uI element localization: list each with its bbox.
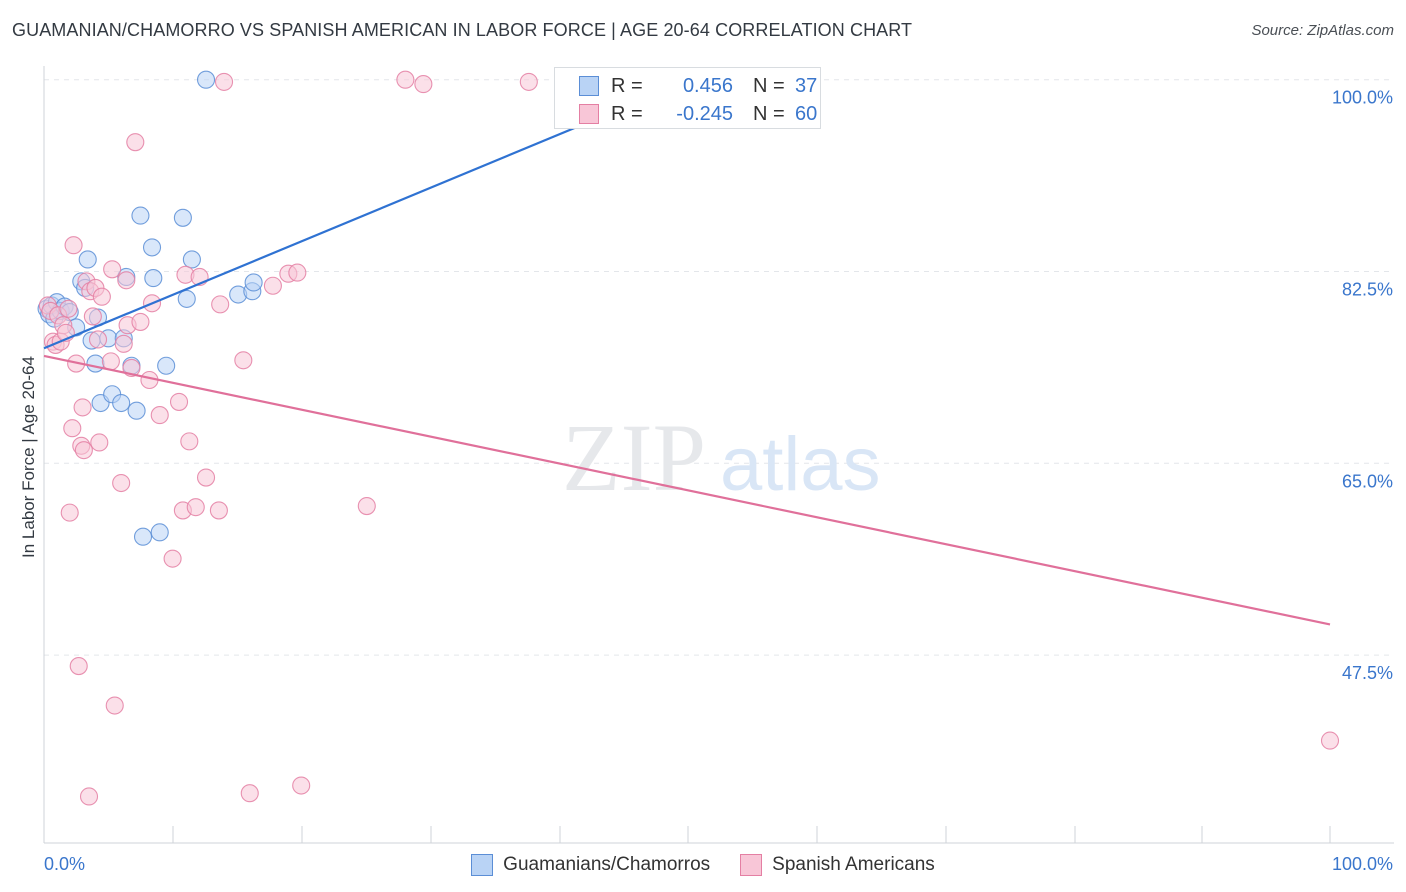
spanish-american-point (63, 419, 82, 438)
watermark-zip: ZIP (562, 404, 706, 511)
spanish-american-point (150, 406, 169, 425)
spanish-american-point (414, 75, 433, 94)
spanish-american-point (357, 496, 376, 516)
correlation-legend: R = 0.456 N = 37 R = -0.245 N = 60 (554, 67, 821, 129)
legend-swatch-blue (471, 854, 494, 876)
spanish-american-point (114, 334, 133, 353)
guamanian-point (133, 527, 153, 546)
spanish-american-point (292, 776, 311, 795)
spanish-american-point (101, 352, 120, 371)
spanish-american-point (209, 501, 228, 520)
spanish-american-point (211, 295, 230, 314)
series-legend: Guamanians/Chamorros Spanish Americans (0, 852, 1406, 878)
trend-lines (43, 78, 1331, 626)
guamanian-point (173, 208, 192, 227)
spanish-american-point (83, 307, 102, 326)
y-tick-label: 65.0% (1342, 471, 1393, 491)
legend-row-spanish: R = -0.245 N = 60 (579, 101, 817, 127)
spanish-american-point (126, 133, 145, 152)
spanish-american-point (105, 696, 124, 715)
spanish-american-point (214, 72, 234, 91)
spanish-american-point (519, 72, 538, 91)
guamanian-point (112, 393, 131, 413)
n-value: 60 (795, 102, 818, 125)
legend-swatch-pink (740, 854, 763, 876)
legend-label: Spanish Americans (772, 854, 935, 875)
legend-row-guamanian: R = 0.456 N = 37 (579, 73, 817, 99)
legend-label: Guamanians/Chamorros (503, 854, 711, 875)
spanish-american-point (69, 657, 88, 676)
spanish-american-point (234, 351, 253, 370)
spanish-american-point (396, 70, 415, 89)
grid-lines (44, 79, 1394, 656)
axes (43, 66, 1394, 844)
spanish-american-point (180, 432, 199, 451)
axis-labels: 47.5% 65.0% 82.5% 100.0% 0.0% 100.0% In Labor … (19, 88, 1393, 874)
spanish-american-point (186, 498, 205, 517)
spanish-american-point (79, 787, 99, 806)
guamanian-point (78, 250, 97, 269)
r-label: R = (611, 74, 643, 97)
spanish-american-point (240, 784, 259, 803)
legend-item-spanish-americans[interactable]: Spanish Americans (740, 854, 935, 876)
guamanian-point (177, 289, 196, 308)
spanish-american-point (169, 392, 189, 411)
x-tick-label: 100.0% (1332, 854, 1393, 874)
spanish-american-point (59, 299, 78, 318)
n-label: N = (753, 74, 785, 97)
spanish-american-point (117, 271, 136, 290)
spanish-american-point (90, 433, 109, 452)
legend-item-guamanians[interactable]: Guamanians/Chamorros (471, 854, 710, 876)
r-value: -0.245 (676, 102, 733, 125)
spanish-american-point (74, 441, 93, 460)
guamanian-point (131, 206, 150, 225)
guamanian-point (157, 356, 176, 375)
spanish-american-point (288, 263, 307, 282)
spanish-american-point (1320, 731, 1340, 750)
r-value: 0.456 (682, 74, 733, 97)
guamanian-point (150, 523, 169, 542)
guamanian-point (127, 401, 146, 420)
guamanian-point (86, 354, 105, 373)
guamanian-point (244, 273, 263, 292)
y-tick-label: 47.5% (1342, 663, 1393, 683)
r-label: R = (611, 102, 643, 125)
guamanian-point (144, 269, 163, 288)
spanish-american-point (64, 236, 83, 255)
spanish-american-point (92, 287, 111, 306)
spanish-american-point (112, 473, 131, 493)
y-axis-title: In Labor Force | Age 20-64 (19, 356, 38, 558)
chart-title: GUAMANIAN/CHAMORRO VS SPANISH AMERICAN I… (12, 20, 913, 40)
spanish-american-point (163, 549, 182, 568)
spanish-american-trend-line (43, 354, 1331, 626)
spanish-american-point (263, 276, 282, 295)
watermark-atlas: atlas (720, 422, 881, 507)
spanish-american-point (131, 312, 150, 331)
legend-swatch-blue (579, 76, 599, 96)
y-tick-label: 100.0% (1332, 88, 1393, 108)
data-points (37, 70, 1340, 806)
spanish-american-point (73, 398, 92, 417)
n-value: 37 (795, 74, 818, 97)
guamanian-point (182, 250, 201, 269)
x-tick-label: 0.0% (44, 854, 85, 874)
guamanian-point (142, 238, 162, 257)
spanish-american-point (196, 468, 216, 487)
guamanian-point (196, 70, 216, 89)
legend-swatch-pink (579, 104, 599, 124)
source-credit: Source: ZipAtlas.com (1251, 22, 1394, 39)
spanish-american-point (60, 503, 79, 522)
spanish-american-point (103, 260, 122, 279)
watermark: ZIP atlas (562, 404, 881, 511)
spanish-american-point (88, 330, 108, 349)
y-tick-label: 82.5% (1342, 280, 1393, 300)
n-label: N = (753, 102, 785, 125)
